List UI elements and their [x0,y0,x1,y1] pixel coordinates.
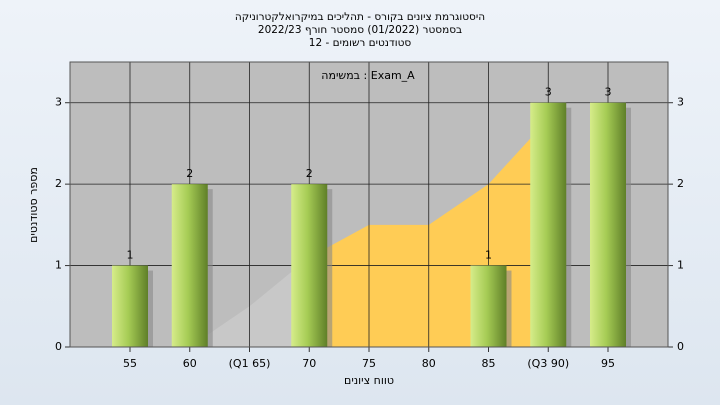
bar [112,265,148,347]
x-axis-label: טווח ציונים [344,374,394,387]
y2-tick-label: 1 [677,259,684,272]
bar [470,265,507,347]
x-tick-label: 75 [362,357,376,370]
title-line: היסטוגרמת ציונים בקורס - תהליכים במיקרוא… [235,11,485,23]
y-tick-label: 3 [55,96,62,109]
value-label: 1 [485,249,492,262]
x-tick-label: 55 [123,357,137,370]
value-label: 3 [605,86,612,99]
bar [291,184,328,347]
value-label: 2 [186,167,193,180]
y-tick-label: 2 [55,177,62,190]
bar [590,102,626,347]
x-tick-label: (Q3 90) [527,357,569,370]
x-tick-label: 60 [183,357,197,370]
value-label: 1 [127,249,134,262]
x-tick-label: 95 [601,357,615,370]
bar [530,102,567,347]
y-tick-label: 1 [55,259,62,272]
y2-tick-label: 3 [677,96,684,109]
y2-tick-label: 0 [677,340,684,353]
y2-tick-label: 2 [677,177,684,190]
x-tick-label: (Q1 65) [229,357,271,370]
value-label: 2 [306,167,313,180]
y-tick-label: 0 [55,340,62,353]
value-label: 3 [545,86,552,99]
title-line: בסמסטר (01/2022) סמסטר חורף 2022/23 [258,24,462,36]
legend-text: במשימה : Exam_A [321,69,415,82]
plot-border [69,61,669,348]
title-line: סטודנטים רשומים - 12 [309,37,412,49]
x-tick-label: 70 [302,357,316,370]
x-tick-label: 80 [422,357,436,370]
x-tick-label: 85 [482,357,496,370]
layer [70,62,668,348]
bar [171,184,208,347]
area [189,257,310,347]
y-axis-label: מספר סטודנטים [27,167,40,243]
